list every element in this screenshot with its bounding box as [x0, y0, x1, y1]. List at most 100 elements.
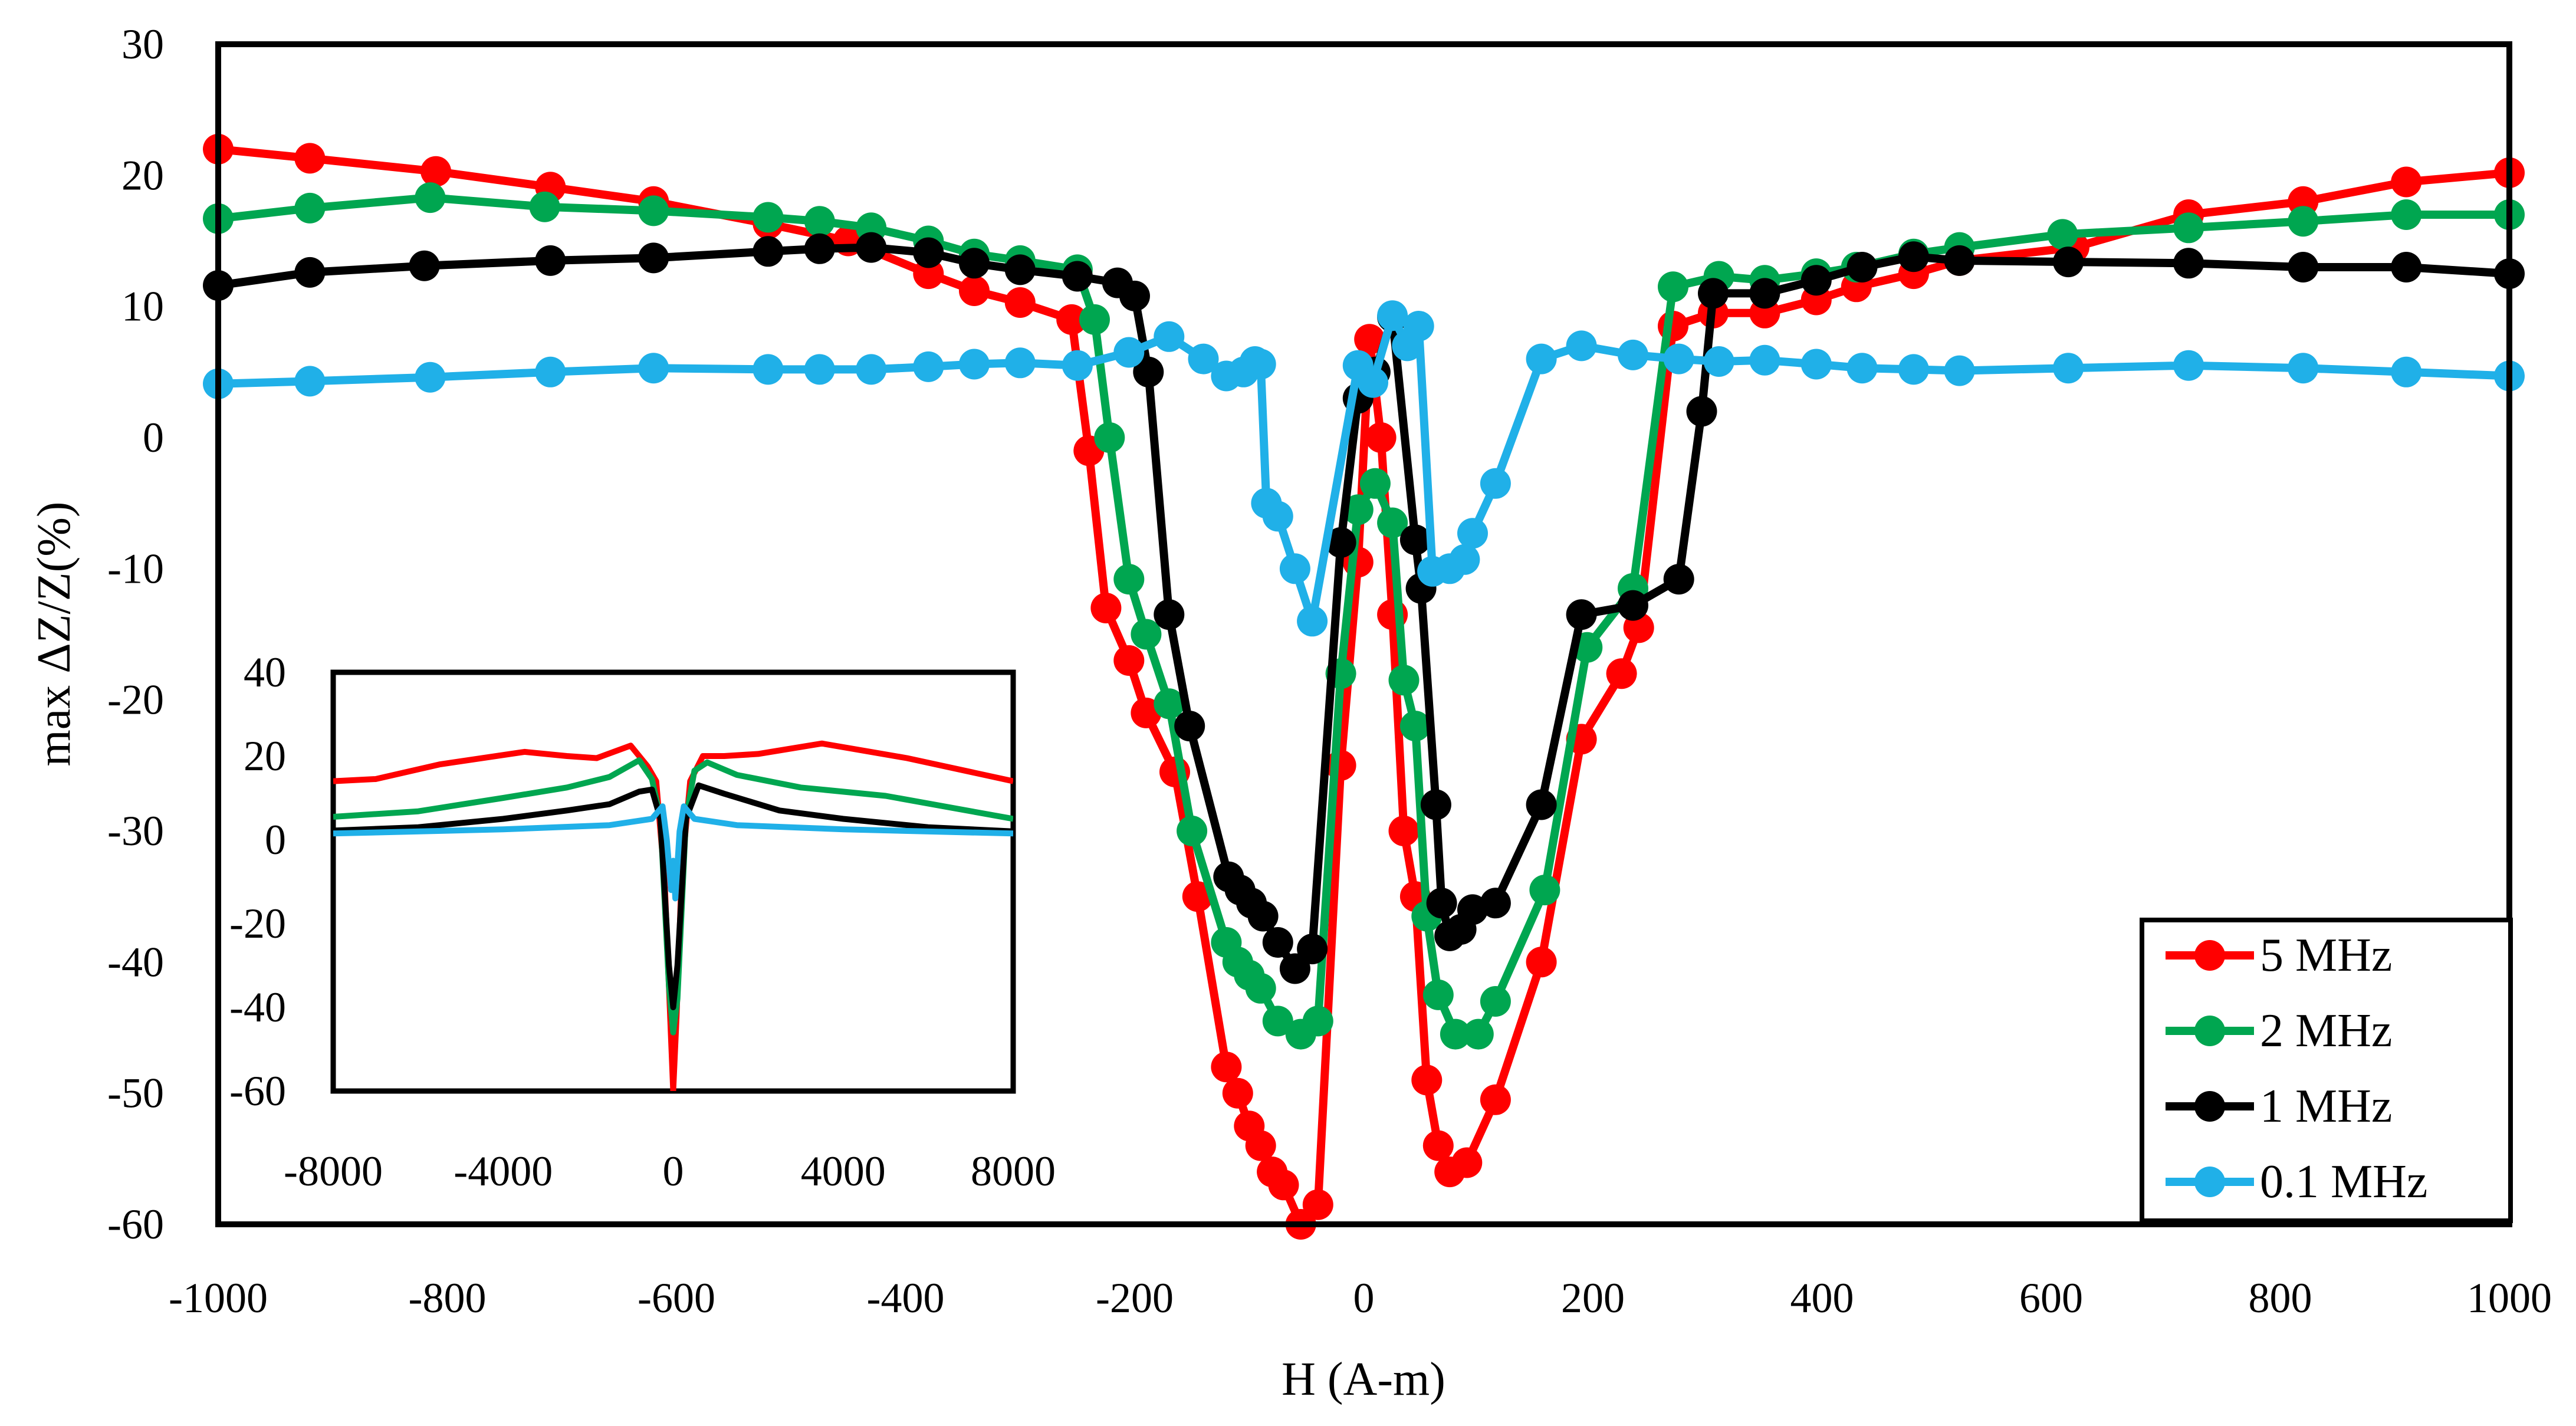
- data-point: [856, 354, 887, 385]
- x-tick-label: 800: [2249, 1274, 2312, 1322]
- x-tick-label: 600: [2019, 1274, 2083, 1322]
- data-point: [1463, 1018, 1494, 1050]
- data-point: [1480, 888, 1511, 919]
- data-point: [1079, 304, 1110, 335]
- data-point: [1245, 349, 1276, 380]
- data-point: [2053, 353, 2084, 384]
- data-point: [1359, 468, 1391, 499]
- data-point: [1182, 881, 1213, 912]
- data-point: [1342, 494, 1374, 525]
- inset-series-group: [333, 740, 1013, 1091]
- y-tick-label: 10: [121, 283, 164, 330]
- data-point: [1177, 816, 1208, 846]
- data-point: [415, 362, 446, 393]
- data-point: [804, 233, 835, 264]
- data-point: [1529, 875, 1560, 906]
- data-point: [1658, 271, 1688, 303]
- data-point: [1749, 278, 1780, 309]
- data-point: [1245, 972, 1276, 1004]
- data-point: [959, 275, 990, 306]
- data-point: [2173, 350, 2204, 381]
- data-point: [1440, 1018, 1471, 1050]
- data-point: [1004, 287, 1036, 318]
- data-point: [1262, 927, 1293, 958]
- data-point: [1365, 422, 1397, 453]
- data-point: [1800, 349, 1832, 380]
- data-point: [804, 354, 835, 385]
- data-point: [1422, 1130, 1454, 1161]
- data-point: [1354, 324, 1385, 355]
- y-tick-label: 0: [143, 414, 164, 461]
- data-point: [294, 143, 326, 174]
- series-2-mhz: [203, 182, 2525, 1050]
- x-tick-label: -600: [638, 1274, 715, 1322]
- main-plot-layer: -1000 -800 -600 -400 -200 0 200 400 600 800 100030…: [107, 21, 2552, 1322]
- data-point: [2173, 248, 2204, 279]
- data-point: [1056, 304, 1087, 335]
- inset-x-tick-label: 8000: [971, 1148, 1056, 1195]
- legend-marker: [2194, 1091, 2225, 1122]
- x-axis-title: H (A-m): [1282, 1353, 1445, 1405]
- data-point: [1480, 468, 1511, 499]
- data-point: [638, 195, 669, 226]
- data-point: [1451, 1147, 1483, 1178]
- data-point: [913, 237, 944, 268]
- inset-y-tick-label: 0: [265, 816, 286, 863]
- inset-y-tick-label: 20: [244, 732, 286, 780]
- data-point: [1411, 1064, 1443, 1096]
- data-point: [638, 353, 669, 384]
- legend-entry-1-mhz: 1 MHz: [2166, 1080, 2392, 1132]
- data-point: [2391, 166, 2422, 198]
- data-point: [1004, 347, 1036, 379]
- x-tick-label: 1000: [2467, 1274, 2552, 1322]
- data-point: [535, 356, 566, 387]
- data-point: [1113, 337, 1145, 368]
- legend-label: 2 MHz: [2260, 1005, 2392, 1057]
- data-point: [1480, 986, 1511, 1017]
- inset-x-tick-label: 0: [663, 1148, 684, 1195]
- data-point: [1302, 1189, 1333, 1220]
- data-point: [1211, 1052, 1242, 1083]
- inset-x-tick-label: -4000: [454, 1148, 553, 1195]
- y-axis-title: max ΔZ/Z(%): [28, 501, 80, 766]
- data-point: [2053, 247, 2084, 278]
- data-point: [1944, 245, 1975, 276]
- data-point: [1297, 606, 1328, 637]
- inset-series-line-1-mhz: [333, 782, 1013, 1010]
- data-point: [1457, 518, 1488, 549]
- data-point: [1094, 422, 1125, 453]
- y-tick-label: 20: [121, 152, 164, 199]
- series-0-1-mhz: [203, 300, 2525, 637]
- legend-entry-0-1-mhz: 0.1 MHz: [2166, 1156, 2427, 1208]
- data-point: [1526, 343, 1557, 374]
- data-point: [1420, 789, 1451, 820]
- inset-y-tick-label: -60: [229, 1067, 286, 1115]
- inset-plot: -8000 -4000 0 4000 8000 40 20 0 -20 -40 -60: [229, 649, 1056, 1195]
- data-point: [535, 245, 566, 276]
- x-tick-label: 0: [1353, 1274, 1375, 1322]
- inset-y-tick-label: -40: [229, 984, 286, 1031]
- data-point: [1247, 901, 1279, 932]
- data-point: [1846, 252, 1878, 282]
- data-point: [1262, 501, 1293, 532]
- legend-marker: [2194, 940, 2225, 971]
- data-point: [2288, 252, 2319, 282]
- y-tick-label: -10: [107, 545, 164, 592]
- legend-label: 5 MHz: [2260, 929, 2392, 981]
- data-point: [1388, 665, 1420, 696]
- inset-series-line-2-mhz: [333, 757, 1013, 1036]
- legend-marker: [2194, 1016, 2225, 1046]
- legend-marker: [2194, 1167, 2225, 1197]
- data-point: [420, 156, 452, 187]
- data-point: [1618, 590, 1648, 621]
- data-point: [1663, 343, 1694, 374]
- data-point: [1449, 544, 1480, 575]
- data-point: [753, 202, 784, 233]
- data-point: [1268, 1169, 1299, 1201]
- data-point: [2391, 252, 2422, 282]
- data-point: [1297, 934, 1328, 965]
- data-point: [1279, 553, 1310, 584]
- data-point: [1133, 356, 1164, 387]
- data-point: [1131, 619, 1162, 650]
